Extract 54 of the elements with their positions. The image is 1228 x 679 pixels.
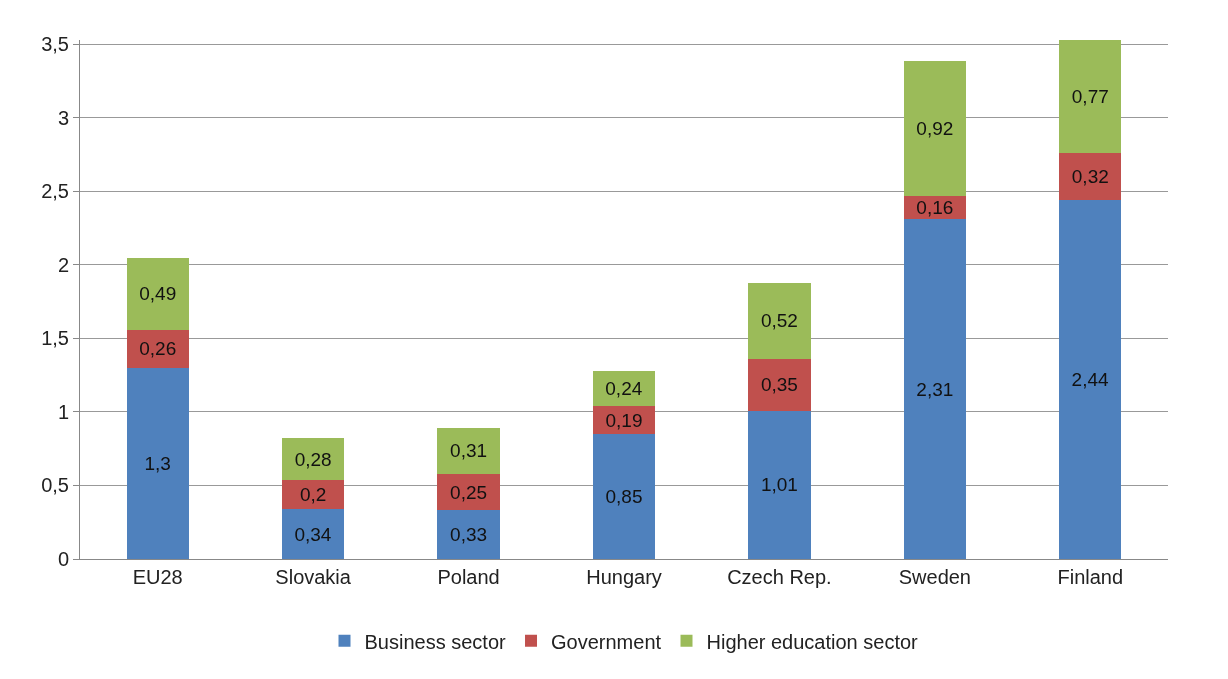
x-tick-label: Czech Rep. [727,566,832,588]
bar [748,410,811,559]
bar [126,367,189,559]
legend-label: Government [551,630,662,653]
x-tick-label: Finland [1057,566,1124,588]
data-label: 2,31 [916,378,954,400]
bar [903,60,966,196]
y-tick-label: 1 [57,400,69,423]
data-label: 1,3 [144,452,171,474]
data-label: 0,24 [605,377,643,399]
x-tick-label: Sweden [898,566,971,588]
data-label: 0,92 [916,117,954,139]
y-tick-label: 2,5 [41,180,69,203]
data-label: 0,52 [760,310,798,332]
legend-label: Higher education sector [706,630,919,653]
y-tick-label: 2 [57,253,69,276]
data-label: 0,16 [916,197,954,219]
bar [1059,200,1122,559]
y-tick-label: 3,5 [41,33,69,56]
bar [282,509,345,559]
data-label: 0,35 [760,374,798,396]
bar [592,434,656,559]
data-label: 0,85 [605,486,643,508]
x-tick-label: EU28 [132,566,183,588]
data-label: 0,26 [139,338,177,360]
data-label: 0,2 [299,483,327,505]
data-label: 0,25 [450,481,488,503]
bar [437,428,500,474]
legend-label: Business sector [364,630,507,653]
data-label: 2,44 [1071,369,1109,391]
y-tick-label: 0 [57,548,69,570]
bar [748,282,811,360]
bar [1059,153,1122,201]
bar [126,257,189,330]
y-tick-label: 0,5 [41,474,69,497]
data-label: 0,49 [139,283,177,305]
bar [1059,40,1122,154]
bar [748,359,811,411]
data-label: 0,28 [294,448,332,470]
data-label: 0,34 [294,523,332,545]
data-label: 0,31 [450,440,488,462]
bar [437,510,500,559]
x-tick-label: Slovakia [275,566,352,588]
y-tick-label: 3 [57,106,69,129]
x-tick-label: Poland [437,566,500,588]
data-label: 1,01 [760,474,798,496]
y-tick-label: 1,5 [41,327,69,350]
data-label: 0,19 [605,409,643,431]
data-label: 0,33 [450,524,488,546]
data-label: 0,32 [1071,166,1109,188]
bar [903,219,966,559]
x-tick-label: Hungary [586,566,662,588]
bar [282,438,345,480]
data-label: 0,77 [1071,86,1109,108]
